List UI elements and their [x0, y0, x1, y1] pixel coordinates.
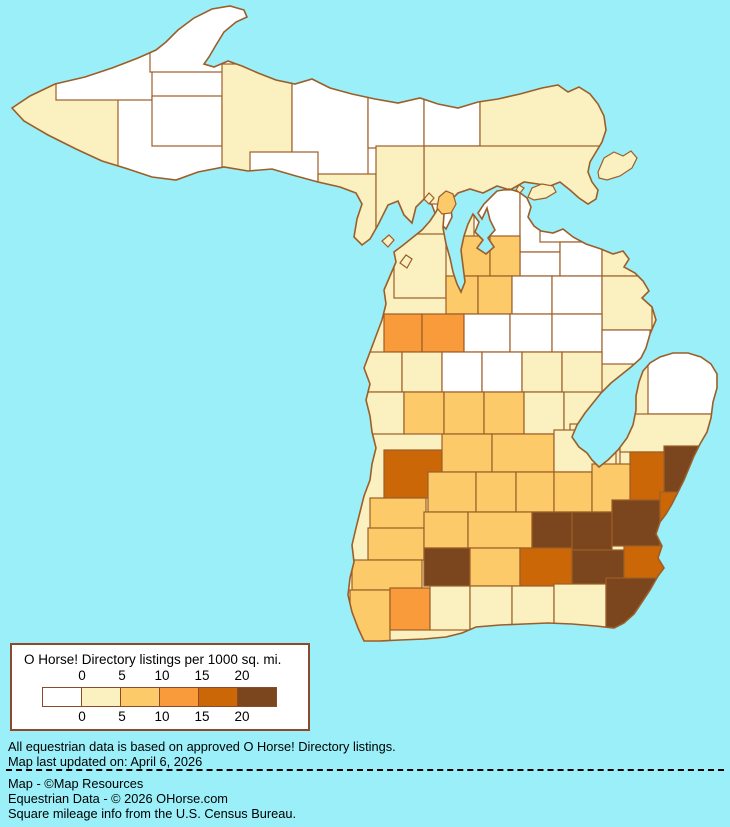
- county: [551, 275, 603, 315]
- legend-tick-label: 20: [234, 709, 250, 724]
- county: [423, 511, 469, 549]
- footer-note-updated: Map last updated on: April 6, 2026: [8, 754, 203, 769]
- county: [351, 559, 423, 591]
- county: [151, 95, 223, 147]
- footer-credit-census: Square mileage info from the U.S. Census…: [8, 806, 297, 821]
- legend-swatch: [42, 687, 82, 707]
- county: [423, 547, 471, 587]
- county: [441, 351, 483, 393]
- legend-color-ramp: [42, 687, 282, 707]
- county: [553, 583, 607, 629]
- legend-ticks-top: 0 5 10 15 20: [12, 668, 308, 684]
- legend-tick-label: 5: [118, 668, 126, 683]
- footer-credit-map: Map - ©Map Resources: [8, 776, 144, 791]
- legend: O Horse! Directory listings per 1000 sq.…: [10, 643, 310, 731]
- county: [523, 391, 565, 435]
- upper-peninsula-outline: [10, 5, 607, 247]
- island: [423, 192, 435, 205]
- county: [483, 391, 525, 435]
- michigan-choropleth-map: [10, 5, 718, 642]
- county: [475, 471, 517, 513]
- footer-dashed-separator: [6, 769, 724, 771]
- legend-tick-label: 15: [194, 709, 210, 724]
- county: [509, 313, 553, 353]
- legend-tick-label: 0: [78, 668, 86, 683]
- legend-tick-label: 10: [154, 668, 170, 683]
- county: [421, 313, 465, 353]
- county: [489, 235, 521, 277]
- county: [519, 547, 573, 587]
- footer-credit-data: Equestrian Data - © 2026 OHorse.com: [8, 791, 228, 806]
- island: [436, 190, 457, 215]
- legend-swatch: [120, 687, 160, 707]
- county: [571, 511, 613, 551]
- island: [597, 150, 638, 181]
- legend-tick-label: 20: [234, 668, 250, 683]
- county: [469, 585, 513, 631]
- island: [515, 184, 525, 194]
- legend-swatch: [81, 687, 121, 707]
- county: [383, 313, 423, 353]
- county: [531, 511, 573, 551]
- island: [381, 234, 395, 248]
- county: [389, 587, 431, 631]
- legend-swatch: [159, 687, 199, 707]
- county: [481, 351, 523, 393]
- county: [515, 471, 555, 513]
- county: [519, 251, 561, 277]
- island: [399, 254, 413, 269]
- lower-peninsula-counties: [348, 189, 717, 641]
- county: [551, 313, 603, 353]
- county: [429, 585, 471, 631]
- footer-note-approved: All equestrian data is based on approved…: [8, 739, 396, 754]
- county: [367, 527, 425, 561]
- county: [511, 275, 553, 315]
- county: [427, 471, 477, 513]
- lower-peninsula-outline: [347, 188, 718, 642]
- legend-swatch: [237, 687, 277, 707]
- county: [629, 451, 665, 501]
- island: [527, 183, 557, 201]
- county: [553, 471, 593, 513]
- county: [467, 511, 533, 549]
- legend-tick-label: 15: [194, 668, 210, 683]
- county: [403, 391, 445, 435]
- county: [521, 351, 563, 393]
- legend-tick-label: 10: [154, 709, 170, 724]
- legend-tick-label: 0: [78, 709, 86, 724]
- county: [463, 313, 511, 353]
- county: [441, 433, 493, 473]
- county: [443, 391, 485, 435]
- county: [611, 499, 661, 547]
- legend-tick-label: 5: [118, 709, 126, 724]
- county: [601, 275, 653, 331]
- legend-swatch: [198, 687, 238, 707]
- legend-ticks-bottom: 0 5 10 15 20: [12, 709, 308, 725]
- county: [561, 351, 603, 397]
- county: [511, 585, 555, 629]
- county: [401, 351, 443, 393]
- legend-title: O Horse! Directory listings per 1000 sq.…: [24, 652, 282, 667]
- county: [469, 547, 521, 587]
- county: [477, 275, 513, 315]
- county: [491, 433, 555, 473]
